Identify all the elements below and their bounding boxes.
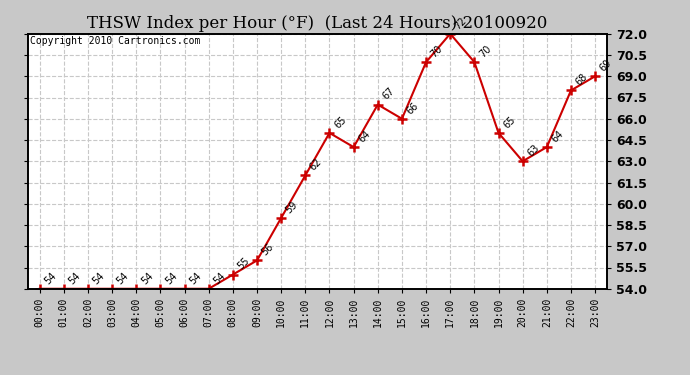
Text: 54: 54 [91, 270, 106, 286]
Text: 54: 54 [115, 270, 130, 286]
Text: 69: 69 [598, 58, 613, 74]
Text: 54: 54 [212, 270, 227, 286]
Text: 54: 54 [67, 270, 82, 286]
Text: 54: 54 [139, 270, 155, 286]
Text: 54: 54 [164, 270, 179, 286]
Text: 54: 54 [43, 270, 58, 286]
Text: 62: 62 [308, 157, 324, 172]
Text: 64: 64 [357, 129, 372, 144]
Text: 72: 72 [453, 15, 469, 31]
Text: 63: 63 [526, 143, 541, 159]
Text: 67: 67 [381, 86, 396, 102]
Text: 59: 59 [284, 200, 299, 215]
Text: 65: 65 [333, 114, 348, 130]
Text: 70: 70 [429, 44, 444, 59]
Text: 68: 68 [574, 72, 589, 88]
Text: 66: 66 [405, 100, 420, 116]
Text: 64: 64 [550, 129, 565, 144]
Text: Copyright 2010 Cartronics.com: Copyright 2010 Cartronics.com [30, 36, 201, 46]
Text: 56: 56 [260, 242, 275, 258]
Text: 70: 70 [477, 44, 493, 59]
Text: 55: 55 [236, 256, 252, 272]
Text: 65: 65 [502, 114, 517, 130]
Text: 54: 54 [188, 270, 203, 286]
Title: THSW Index per Hour (°F)  (Last 24 Hours) 20100920: THSW Index per Hour (°F) (Last 24 Hours)… [87, 15, 548, 32]
